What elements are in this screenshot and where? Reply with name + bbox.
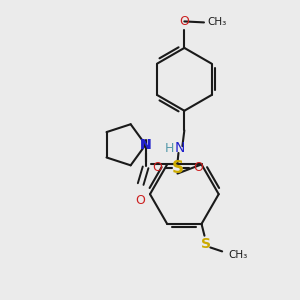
Text: CH₃: CH₃ xyxy=(228,250,247,260)
Text: S: S xyxy=(201,236,212,250)
Text: N: N xyxy=(140,138,152,152)
Text: N: N xyxy=(140,138,152,152)
Text: O: O xyxy=(193,161,203,174)
Text: O: O xyxy=(136,194,146,207)
Text: O: O xyxy=(179,15,189,28)
Text: N: N xyxy=(174,141,184,155)
Text: H: H xyxy=(165,142,174,154)
Text: S: S xyxy=(172,159,184,177)
Text: O: O xyxy=(152,161,162,174)
Text: CH₃: CH₃ xyxy=(207,17,226,27)
